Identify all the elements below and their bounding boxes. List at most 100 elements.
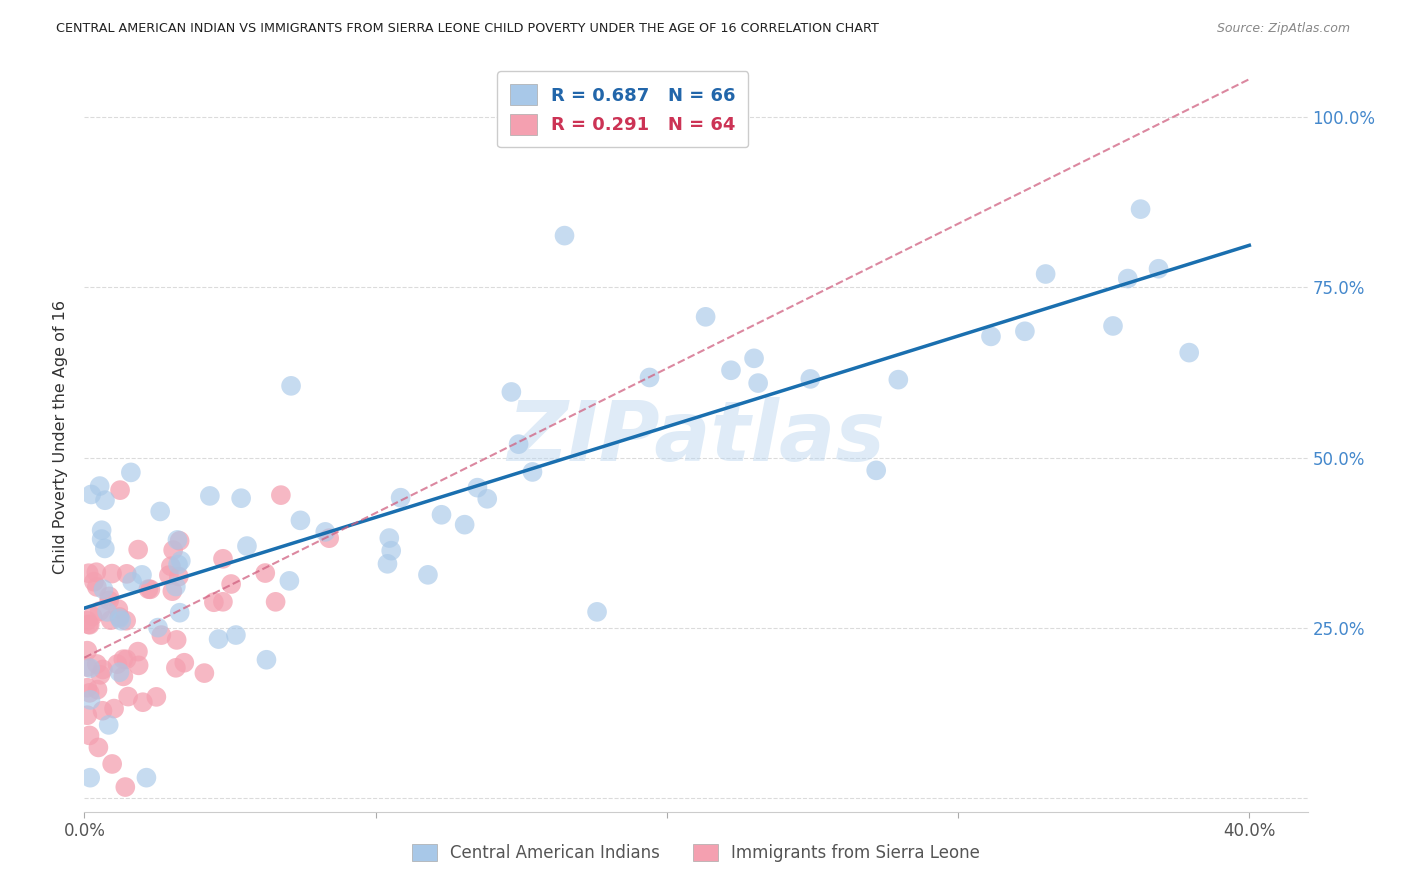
Point [501, 384, 523, 399]
Point [79, 686, 101, 700]
Point [89, 479, 111, 493]
Text: ZIPatlas: ZIPatlas [508, 397, 884, 477]
Point [167, 558, 190, 572]
Point [86, 657, 108, 671]
Point [149, 504, 172, 518]
Point [87, 740, 110, 755]
Point [1035, 267, 1057, 281]
Point [1102, 318, 1125, 333]
Point [720, 363, 742, 377]
Point [193, 666, 215, 681]
Point [150, 628, 173, 642]
Point [132, 695, 155, 709]
Point [107, 602, 129, 616]
Point [84, 566, 107, 580]
Point [114, 780, 136, 794]
Point [165, 580, 187, 594]
Point [145, 690, 167, 704]
Point [165, 661, 187, 675]
Point [76, 614, 98, 628]
Point [212, 551, 235, 566]
Point [1116, 271, 1139, 285]
Y-axis label: Child Poverty Under the Age of 16: Child Poverty Under the Age of 16 [53, 300, 69, 574]
Point [467, 481, 489, 495]
Point [83, 574, 105, 589]
Point [77, 566, 100, 581]
Point [77, 617, 100, 632]
Point [389, 491, 412, 505]
Point [318, 531, 340, 545]
Point [280, 379, 302, 393]
Point [89, 668, 111, 682]
Point [108, 610, 131, 624]
Point [278, 574, 301, 588]
Point [380, 543, 402, 558]
Point [430, 508, 453, 522]
Point [91, 662, 114, 676]
Point [93, 582, 115, 597]
Point [167, 569, 190, 583]
Point [112, 652, 135, 666]
Point [76, 660, 98, 674]
Point [101, 756, 124, 771]
Point [270, 488, 292, 502]
Point [127, 644, 149, 658]
Point [91, 704, 114, 718]
Point [128, 658, 150, 673]
Point [121, 574, 143, 589]
Text: Source: ZipAtlas.com: Source: ZipAtlas.com [1216, 22, 1350, 36]
Point [90, 532, 112, 546]
Point [80, 487, 103, 501]
Point [166, 533, 188, 547]
Point [97, 718, 120, 732]
Point [314, 524, 336, 539]
Point [117, 690, 139, 704]
Point [96, 605, 118, 619]
Point [76, 708, 98, 723]
Legend: Central American Indians, Immigrants from Sierra Leone: Central American Indians, Immigrants fro… [404, 836, 988, 871]
Point [103, 701, 125, 715]
Point [219, 577, 242, 591]
Point [198, 489, 221, 503]
Point [747, 376, 769, 390]
Point [207, 632, 229, 646]
Point [212, 595, 235, 609]
Point [169, 606, 191, 620]
Point [416, 567, 439, 582]
Point [110, 614, 132, 628]
Point [89, 604, 111, 618]
Point [256, 653, 278, 667]
Point [799, 372, 821, 386]
Point [101, 566, 124, 581]
Point [108, 611, 131, 625]
Point [865, 463, 887, 477]
Point [108, 483, 131, 497]
Point [160, 559, 183, 574]
Point [173, 656, 195, 670]
Point [522, 465, 544, 479]
Point [79, 617, 101, 632]
Point [377, 557, 399, 571]
Point [112, 669, 135, 683]
Point [79, 661, 101, 675]
Point [138, 582, 160, 596]
Point [231, 491, 253, 506]
Point [508, 437, 530, 451]
Point [86, 580, 108, 594]
Point [100, 613, 122, 627]
Point [1014, 324, 1036, 338]
Point [157, 568, 180, 582]
Point [79, 728, 101, 742]
Point [76, 681, 98, 695]
Point [86, 682, 108, 697]
Point [146, 621, 169, 635]
Point [887, 373, 910, 387]
Point [131, 567, 153, 582]
Point [378, 531, 401, 545]
Point [105, 657, 128, 671]
Point [94, 541, 117, 556]
Point [586, 605, 609, 619]
Point [980, 329, 1002, 343]
Point [76, 643, 98, 657]
Point [477, 491, 499, 506]
